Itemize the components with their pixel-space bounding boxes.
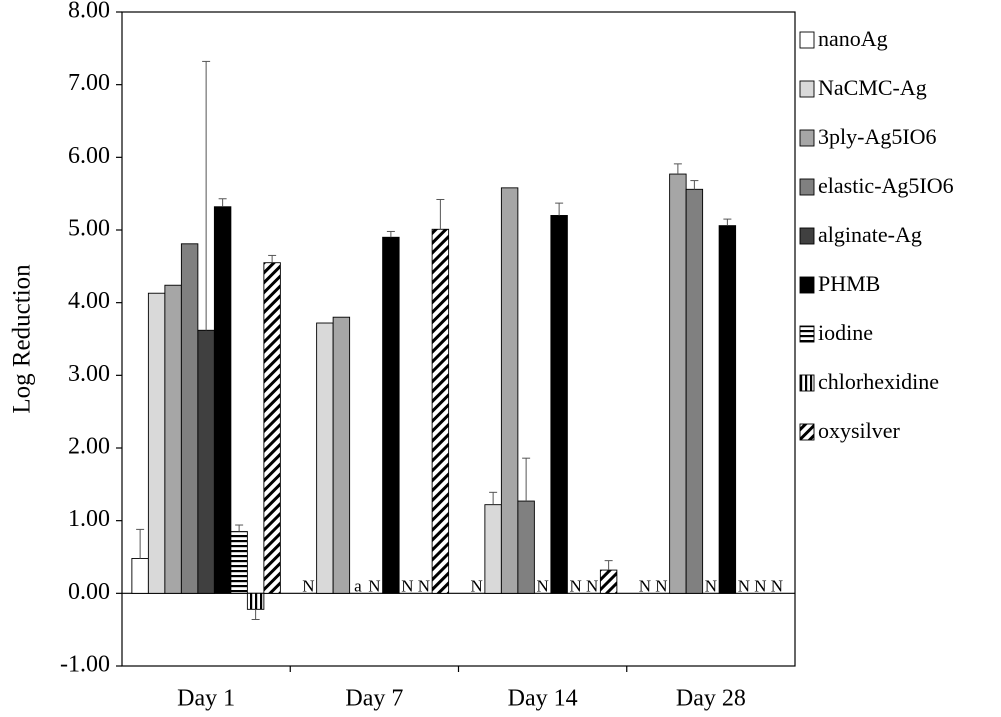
bar-NaCMC-Ag [316, 322, 334, 594]
na-label: N [738, 576, 750, 595]
legend-label: NaCMC-Ag [818, 75, 927, 100]
y-axis: -1.00 0.00 1.00 2.00 3.00 4.00 5.00 6.00 7.00 8.0… [60, 0, 122, 678]
bars [131, 173, 737, 610]
bar-iodine [230, 531, 248, 594]
bar-PHMB [213, 206, 232, 594]
legend-label: PHMB [818, 271, 880, 296]
na-label: N [302, 576, 314, 595]
y-tick-label: -1.00 [60, 652, 110, 678]
y-tick-label: 8.00 [68, 0, 110, 24]
y-tick-label: 7.00 [68, 70, 110, 96]
bar-elastic-Ag5IO6 [517, 500, 535, 594]
bar-3ply-Ag5IO6 [669, 173, 687, 594]
legend-label: chlorhexidine [818, 369, 939, 394]
x-axis: Day 1 Day 7 Day 14 Day 28 [177, 666, 746, 712]
legend-swatch [799, 80, 815, 98]
legend-label: iodine [818, 320, 873, 345]
legend: nanoAg NaCMC-Ag 3ply-Ag5IO6 elastic-Ag5IO6 a… [799, 26, 954, 443]
bar-elastic-Ag5IO6 [685, 188, 704, 594]
legend-swatch [799, 276, 815, 294]
na-label: N [401, 576, 413, 595]
na-label: N [705, 576, 717, 595]
legend-label: elastic-Ag5IO6 [818, 173, 954, 198]
bar-elastic-Ag5IO6 [180, 243, 199, 594]
y-tick-label: 6.00 [68, 143, 110, 169]
legend-swatch [799, 374, 815, 392]
na-label: N [655, 576, 667, 595]
na-label: N [536, 576, 548, 595]
legend-label: oxysilver [818, 418, 901, 443]
y-tick-label: 3.00 [68, 361, 110, 387]
na-label: N [470, 576, 482, 595]
legend-label: alginate-Ag [818, 222, 922, 247]
bar-PHMB [382, 236, 400, 594]
legend-swatch [799, 129, 815, 147]
y-axis-title: Log Reduction [9, 264, 36, 414]
bar-oxysilver [431, 228, 450, 594]
bar-3ply-Ag5IO6 [332, 316, 351, 594]
bar-PHMB [718, 225, 737, 594]
x-category-label: Day 14 [508, 686, 578, 712]
y-tick-label: 5.00 [68, 216, 110, 242]
na-label: N [569, 576, 581, 595]
legend-swatch [799, 227, 815, 245]
bar-NaCMC-Ag [147, 292, 166, 594]
legend-label: 3ply-Ag5IO6 [818, 124, 937, 149]
legend-swatch [799, 423, 815, 441]
error-bars [136, 60, 732, 620]
bar-chlorhexidine [246, 592, 265, 610]
bar-oxysilver [263, 262, 281, 594]
y-tick-label: 1.00 [68, 506, 110, 532]
bar-PHMB [550, 215, 568, 594]
x-category-label: Day 28 [676, 686, 746, 712]
na-label: N [639, 576, 651, 595]
na-label: N [418, 576, 430, 595]
y-tick-label: 2.00 [68, 434, 110, 460]
legend-label: nanoAg [818, 26, 888, 51]
na-label: N [771, 576, 783, 595]
bar-NaCMC-Ag [484, 504, 502, 594]
y-tick-label: 4.00 [68, 288, 110, 314]
legend-swatch [799, 31, 815, 49]
bar-alginate-Ag [197, 329, 215, 594]
bar-3ply-Ag5IO6 [500, 187, 519, 594]
bar-nanoAg [131, 558, 149, 594]
na-label: N [368, 576, 380, 595]
legend-swatch [799, 325, 815, 343]
na-label: N [754, 576, 766, 595]
bar-oxysilver [599, 569, 618, 594]
x-category-label: Day 7 [345, 686, 403, 712]
na-label: N [586, 576, 598, 595]
bar-3ply-Ag5IO6 [164, 284, 182, 594]
na-label: a [354, 576, 362, 595]
legend-swatch [799, 178, 815, 196]
y-tick-label: 0.00 [68, 579, 110, 605]
x-category-label: Day 1 [177, 686, 235, 712]
